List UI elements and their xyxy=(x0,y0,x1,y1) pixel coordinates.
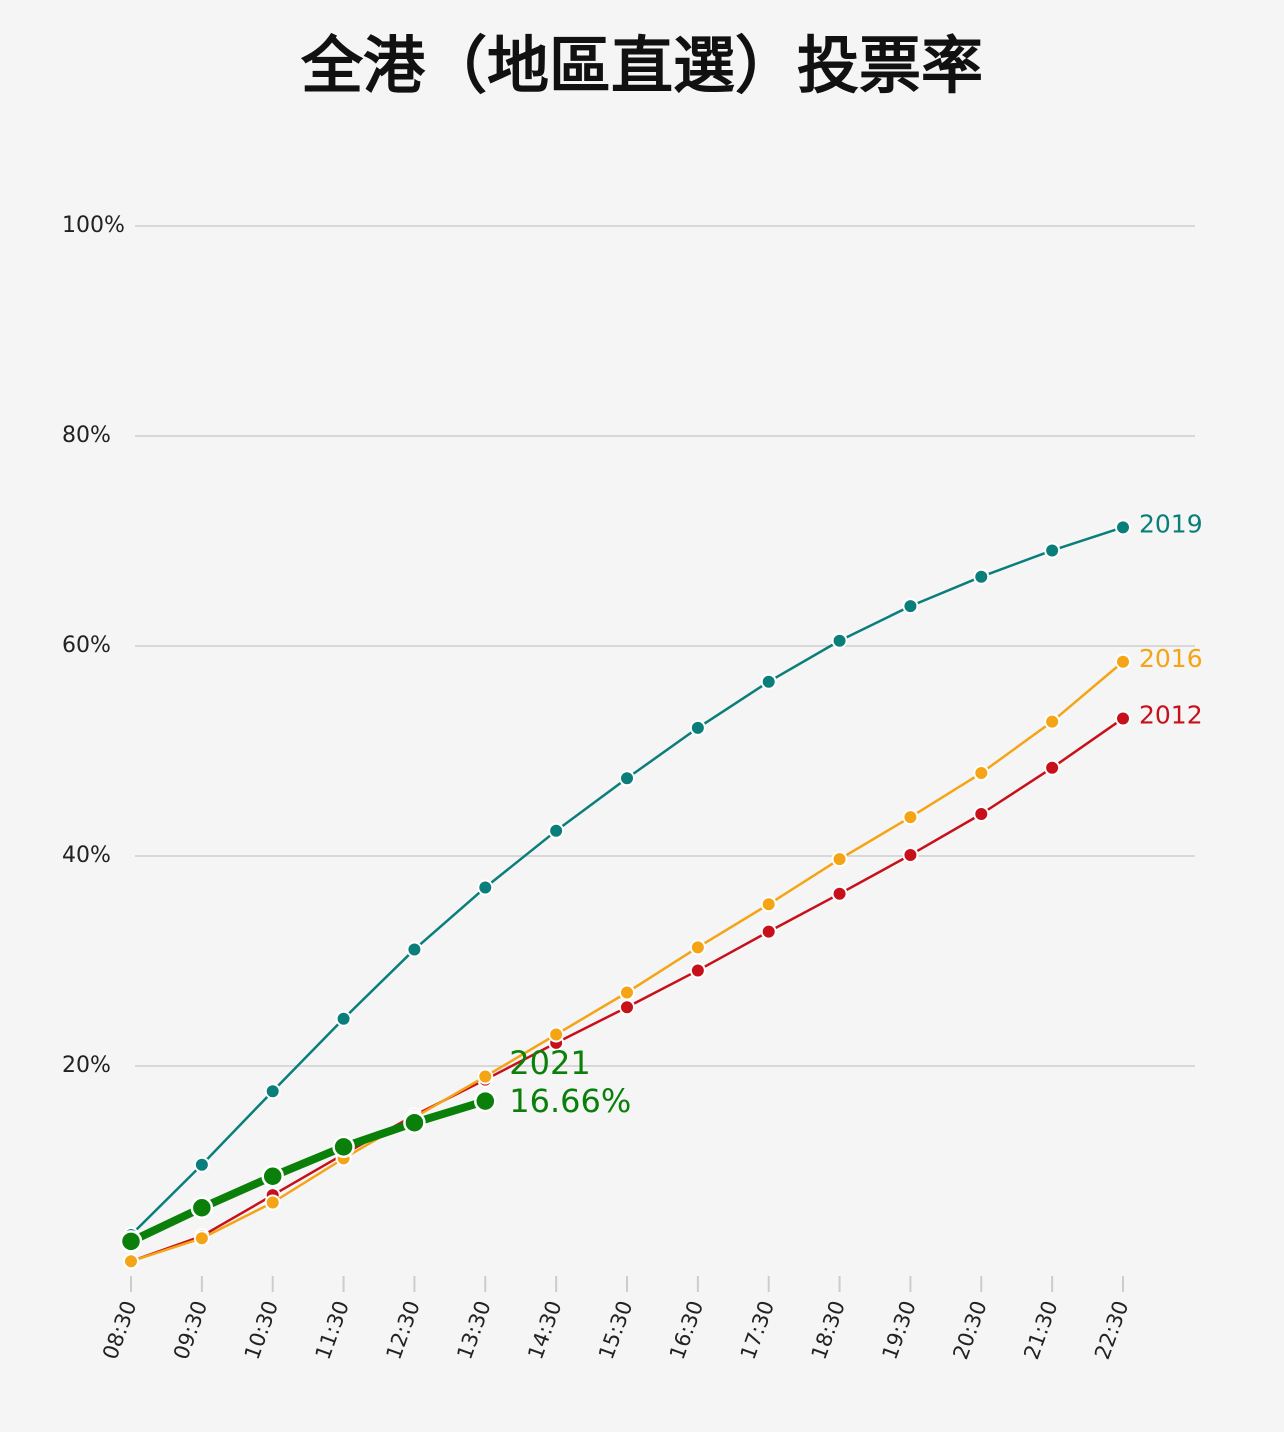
x-tick-label: 08:30 xyxy=(98,1298,141,1363)
data-point xyxy=(264,1083,281,1100)
x-tick-label: 18:30 xyxy=(807,1298,850,1363)
data-point xyxy=(1115,519,1131,536)
data-point xyxy=(619,999,635,1016)
data-point xyxy=(1044,713,1061,730)
y-tick-label: 80% xyxy=(62,423,111,448)
series-label: 2019 xyxy=(1139,509,1203,538)
data-point xyxy=(1044,542,1061,559)
x-tick-label: 16:30 xyxy=(665,1298,708,1363)
data-point xyxy=(619,984,635,1001)
x-tick-label: 11:30 xyxy=(311,1298,354,1363)
data-point xyxy=(973,806,990,822)
data-point xyxy=(477,1068,494,1085)
data-point xyxy=(123,1253,139,1270)
data-point xyxy=(689,962,706,979)
data-point xyxy=(548,822,565,839)
data-point xyxy=(760,673,777,690)
x-tick-label: 10:30 xyxy=(240,1298,283,1363)
data-point xyxy=(403,1111,426,1134)
data-point xyxy=(477,879,494,896)
data-point xyxy=(474,1089,497,1113)
x-tick-label: 14:30 xyxy=(523,1298,566,1363)
series-label: 2021 xyxy=(509,1044,590,1082)
data-point xyxy=(760,896,777,913)
x-tick-label: 09:30 xyxy=(169,1298,212,1363)
x-tick-label: 17:30 xyxy=(736,1298,779,1363)
y-tick-label: 20% xyxy=(62,1053,111,1078)
data-point xyxy=(1115,653,1131,670)
x-tick-label: 15:30 xyxy=(594,1298,637,1363)
data-point xyxy=(332,1135,355,1159)
x-tick-label: 19:30 xyxy=(878,1298,921,1363)
data-point xyxy=(902,809,919,826)
data-point xyxy=(689,719,706,736)
series-line xyxy=(130,526,1124,1236)
x-tick-label: 12:30 xyxy=(382,1298,425,1363)
data-point xyxy=(902,846,919,863)
x-tick-label: 22:30 xyxy=(1090,1298,1133,1363)
data-point xyxy=(264,1194,281,1211)
data-point xyxy=(619,770,635,787)
data-point xyxy=(1115,710,1131,727)
data-point xyxy=(193,1230,210,1247)
series-line xyxy=(129,1097,487,1245)
x-tick-label: 20:30 xyxy=(948,1298,991,1363)
x-tick-label: 21:30 xyxy=(1019,1298,1062,1363)
data-point xyxy=(406,941,423,958)
data-point xyxy=(1044,759,1061,776)
data-point xyxy=(193,1156,210,1173)
data-point xyxy=(261,1165,284,1188)
data-point xyxy=(119,1230,143,1253)
data-point xyxy=(831,851,848,868)
y-tick-label: 100% xyxy=(62,213,125,238)
data-point xyxy=(335,1010,352,1027)
data-point xyxy=(548,1026,565,1043)
data-point xyxy=(760,923,777,940)
chart-title: 全港（地區直選）投票率 xyxy=(300,29,983,102)
data-point xyxy=(973,568,990,585)
series-label: 2016 xyxy=(1139,644,1203,673)
data-point xyxy=(831,885,848,902)
value-label: 16.66% xyxy=(509,1082,631,1120)
series-label: 2012 xyxy=(1139,700,1203,729)
x-tick-label: 13:30 xyxy=(452,1298,495,1363)
y-tick-label: 40% xyxy=(62,843,111,868)
data-point xyxy=(831,632,848,649)
data-point xyxy=(902,598,919,615)
data-point xyxy=(190,1196,214,1219)
y-tick-label: 60% xyxy=(62,633,111,658)
data-point xyxy=(973,765,990,782)
data-point xyxy=(689,939,706,956)
